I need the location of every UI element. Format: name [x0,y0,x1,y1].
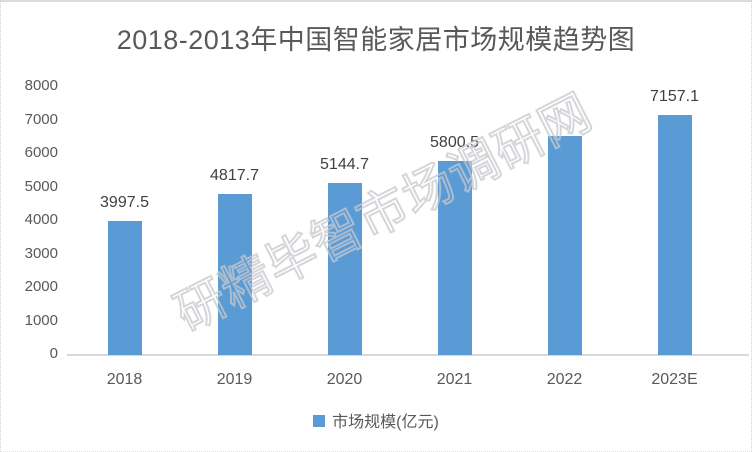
y-tick-label: 7000 [24,110,58,128]
bar-2020 [327,182,362,355]
y-tick-label: 1000 [24,311,58,329]
y-tick-label: 3000 [24,244,58,262]
bar-2023E [657,115,692,355]
bar-value-label: 5800.5 [430,133,479,151]
bar-value-label: 3997.5 [100,194,149,212]
x-tick-label-2022: 2022 [546,371,583,388]
y-tick-label: 8000 [24,77,58,94]
bar-value-label: 7157.1 [650,88,699,106]
legend-swatch-icon [313,415,326,427]
y-tick-label: 0 [49,345,58,362]
x-axis-line [67,354,749,356]
bar-2019 [217,193,252,355]
y-tick-label: 2000 [24,278,58,295]
x-tick-label-2020: 2020 [326,371,363,388]
y-tick-label: 6000 [24,144,58,161]
x-tick-label-2018: 2018 [106,371,143,388]
y-tick-label: 4000 [24,211,58,228]
bar-2022 [547,135,582,355]
x-tick-label-2023E: 2023E [651,371,698,388]
bar-2021 [437,160,472,355]
legend: 市场规模(亿元) [1,408,751,432]
chart-title: 2018-2013年中国智能家居市场规模趋势图 [116,25,636,55]
legend-label: 市场规模(亿元) [332,414,439,431]
x-tick-label-2021: 2021 [436,371,473,388]
x-tick-label-2019: 2019 [216,371,253,388]
bar-2018 [107,221,142,355]
bar-value-label: 5144.7 [320,155,369,173]
y-tick-label: 5000 [24,177,58,195]
bar-value-label: 4817.7 [210,166,259,184]
